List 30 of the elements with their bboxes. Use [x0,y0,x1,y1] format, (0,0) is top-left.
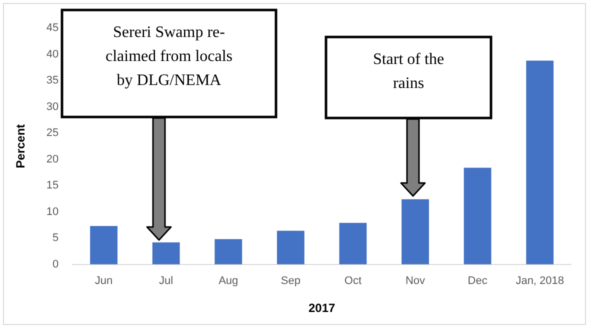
x-tick-label: Sep [280,275,300,288]
bar [90,226,118,264]
x-tick-label: Jan, 2018 [516,275,564,288]
y-tick-label: 15 [46,180,59,192]
y-tick-label: 10 [46,206,59,218]
annotation: Start of the rains [372,51,444,92]
x-tick-label: Nov [405,275,426,288]
bar [276,230,304,264]
y-tick-label: 35 [46,74,59,87]
bar [339,222,367,264]
x-tick-label: Aug [218,275,238,288]
y-tick-label: 25 [46,127,59,140]
x-tick-label: Jul [159,275,174,288]
bar [214,239,242,264]
x-tick-label: Dec [468,275,488,288]
y-tick-label: 5 [52,232,59,244]
x-axis-title: 2017 [308,301,336,316]
bar [464,168,492,264]
bar [402,199,429,264]
bar [526,60,554,264]
y-tick-label: 0 [52,258,59,270]
y-axis-title: Percent [14,124,28,168]
x-tick-label: Oct [344,275,362,288]
y-tick-label: 40 [46,48,59,60]
x-tick-label: Jun [94,275,113,288]
annotation: Sereri Swamp re-claimed from locals by DLG/NEMA [105,24,233,90]
bar [152,242,180,264]
y-tick-label: 30 [46,100,59,113]
y-tick-label: 20 [46,153,59,166]
y-tick-label: 45 [46,22,59,34]
